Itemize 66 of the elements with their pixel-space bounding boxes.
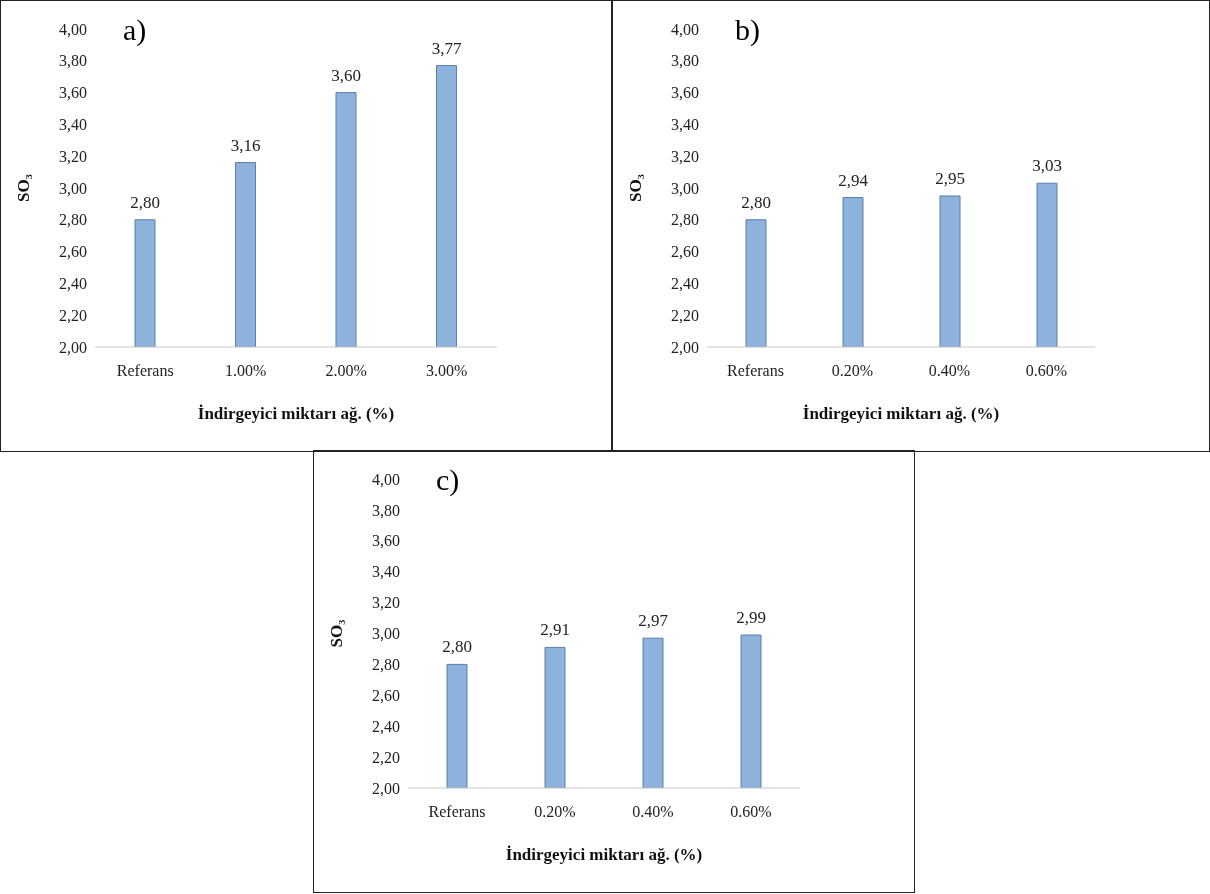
y-tick-label: 2,40 — [372, 717, 400, 735]
y-tick-label: 3,20 — [59, 147, 87, 165]
chart-title: b) — [735, 13, 760, 47]
y-axis-title: SO₃ — [14, 174, 34, 202]
x-tick-label: 0.20% — [831, 362, 874, 380]
y-tick-label: 3,80 — [372, 501, 400, 519]
y-tick-label: 3,20 — [372, 594, 400, 612]
y-tick-label: 2,60 — [372, 686, 400, 704]
x-tick-label: 0.40% — [632, 803, 674, 821]
x-tick-label: 0.40% — [928, 362, 971, 380]
x-tick-label: 2.00% — [325, 362, 367, 380]
x-tick-label: 0.20% — [534, 803, 576, 821]
data-label: 2,99 — [736, 608, 766, 628]
y-tick-label: 3,40 — [59, 116, 87, 134]
y-tick-label: 2,60 — [59, 243, 87, 261]
data-label: 3,77 — [431, 38, 462, 58]
y-tick-label: 3,60 — [671, 84, 699, 102]
data-label: 2,80 — [130, 192, 160, 212]
x-tick-label: 0.60% — [730, 803, 772, 821]
y-tick-label: 2,20 — [59, 306, 87, 324]
y-tick-label: 3,60 — [372, 532, 400, 550]
y-tick-label: 3,40 — [671, 116, 699, 134]
data-label: 2,97 — [638, 611, 669, 631]
y-tick-label: 2,80 — [372, 656, 400, 674]
data-label: 2,80 — [442, 637, 472, 657]
y-tick-label: 2,40 — [59, 275, 87, 293]
x-tick-label: 3.00% — [426, 362, 468, 380]
data-label: 3,03 — [1032, 156, 1062, 176]
y-tick-label: 2,00 — [372, 779, 400, 797]
data-label: 3,60 — [331, 65, 361, 85]
y-tick-label: 2,00 — [671, 338, 699, 356]
y-tick-label: 3,00 — [671, 179, 699, 197]
y-tick-label: 4,00 — [59, 20, 87, 38]
data-label: 2,91 — [540, 620, 570, 640]
data-label: 2,95 — [935, 168, 965, 188]
x-tick-label: Referans — [116, 362, 174, 380]
x-tick-label: 0.60% — [1025, 362, 1068, 380]
y-tick-label: 3,60 — [59, 84, 87, 102]
chart-title: c) — [436, 463, 460, 497]
data-label: 2,80 — [741, 192, 771, 212]
x-axis-title: İndirgeyici miktarı ağ. (%) — [802, 404, 1000, 423]
y-tick-label: 2,00 — [59, 338, 87, 356]
y-axis-title: SO₃ — [327, 619, 347, 648]
y-tick-label: 2,60 — [671, 243, 699, 261]
y-tick-label: 2,40 — [671, 275, 699, 293]
y-tick-label: 4,00 — [372, 470, 400, 488]
data-label: 3,16 — [230, 135, 261, 155]
x-axis-title: İndirgeyici miktarı ağ. (%) — [505, 845, 703, 864]
x-tick-label: 1.00% — [225, 362, 267, 380]
y-tick-label: 2,80 — [59, 211, 87, 229]
y-tick-label: 3,40 — [372, 563, 400, 581]
x-tick-label: Referans — [727, 362, 784, 380]
data-label: 2,94 — [838, 170, 869, 190]
y-tick-label: 3,20 — [671, 147, 699, 165]
y-tick-label: 3,80 — [671, 52, 699, 70]
x-tick-label: Referans — [428, 803, 486, 821]
chart-title: a) — [123, 13, 147, 47]
y-tick-label: 4,00 — [671, 20, 699, 38]
y-tick-label: 3,00 — [372, 625, 400, 643]
y-tick-label: 2,20 — [671, 306, 699, 324]
y-axis-title: SO₃ — [626, 174, 646, 202]
x-axis-title: İndirgeyici miktarı ağ. (%) — [197, 404, 395, 423]
y-tick-label: 2,80 — [671, 211, 699, 229]
y-tick-label: 3,00 — [59, 179, 87, 197]
y-tick-label: 3,80 — [59, 52, 87, 70]
y-tick-label: 2,20 — [372, 748, 400, 766]
